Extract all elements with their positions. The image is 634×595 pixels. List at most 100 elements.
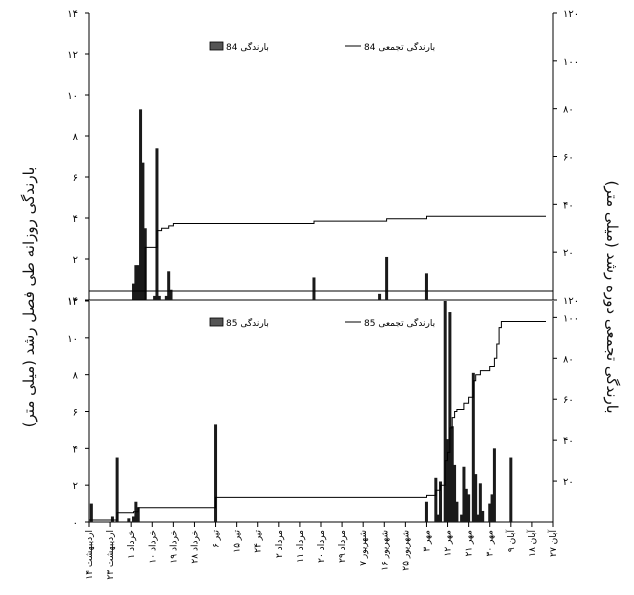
bottom-bar xyxy=(214,424,218,522)
bottom-bar xyxy=(434,477,438,522)
x-tick-label: ۲۰ مرداد xyxy=(317,530,327,563)
top-bar xyxy=(141,162,145,300)
bottom-legend-bar-label: بارندگی 85 xyxy=(226,317,269,329)
x-tick-label: ۱۹ خرداد xyxy=(169,530,179,564)
top-left-tick-label: ۱۴ xyxy=(67,9,78,20)
top-left-tick-label: ۸ xyxy=(73,132,79,143)
x-tick-label: ۶ تیر xyxy=(212,530,222,548)
bottom-bar xyxy=(439,481,443,522)
x-tick-label: ۲ مرداد xyxy=(275,530,285,558)
bottom-bar xyxy=(471,372,475,522)
top-legend-bar-swatch xyxy=(209,41,224,51)
y-axis-right-title: بارندگی تجمعی دوره رشد (میلی متر) xyxy=(603,180,621,414)
bottom-bar xyxy=(436,514,440,522)
bottom-right-tick-label: ۲۰ xyxy=(563,477,574,488)
top-cumulative-line xyxy=(89,215,546,301)
bottom-legend-bar-swatch xyxy=(209,317,224,327)
x-tick-label: ۲۸ خرداد xyxy=(191,530,201,564)
top-bar xyxy=(312,277,316,300)
top-left-tick-label: ۱۰ xyxy=(67,91,78,102)
bottom-left-tick-label: ۱۲ xyxy=(67,297,78,308)
bottom-bar xyxy=(127,518,131,522)
bottom-bar xyxy=(136,507,140,522)
x-tick-label: ۱ خرداد xyxy=(127,530,137,559)
x-tick-label: ۱۴ اردیبهشت xyxy=(85,530,95,580)
top-bar xyxy=(157,295,161,300)
top-right-tick-label: ۴۰ xyxy=(563,200,574,211)
top-right-tick-label: ۱۲۰ xyxy=(563,9,579,20)
top-bar xyxy=(424,273,428,300)
top-right-tick-label: ۱۰۰ xyxy=(563,57,579,68)
x-tick-label: ۳ مهر xyxy=(423,530,433,552)
bottom-bar xyxy=(450,426,454,522)
bottom-left-tick-label: ۶ xyxy=(73,408,78,419)
top-bar xyxy=(385,256,389,300)
bottom-bar xyxy=(424,501,428,522)
x-tick-label: ۱۰ خرداد xyxy=(148,530,158,564)
top-left-tick-label: ۲ xyxy=(73,255,78,266)
top-bar xyxy=(153,295,157,300)
bottom-left-tick-label: ۲ xyxy=(73,481,78,492)
top-bar xyxy=(155,148,159,300)
top-bar xyxy=(167,271,171,300)
top-bar xyxy=(378,293,382,300)
x-tick-label: ۱۱ مرداد xyxy=(296,530,306,563)
top-left-tick-label: ۴ xyxy=(73,214,78,225)
bottom-bar xyxy=(464,488,468,522)
bottom-left-tick-label: ۸ xyxy=(73,371,79,382)
bottom-bar xyxy=(446,439,450,522)
bottom-bar xyxy=(455,501,459,522)
bottom-bar xyxy=(448,312,452,522)
top-bar xyxy=(136,265,140,300)
x-tick-label: ۱۵ تیر xyxy=(233,530,243,553)
bottom-left-tick-label: ۴ xyxy=(73,444,78,455)
bottom-bar xyxy=(89,503,93,522)
bottom-bar xyxy=(460,514,464,522)
y-axis-left-title: بارندگی روزانه طی فصل رشد (میلی متر) xyxy=(20,166,38,428)
x-tick-label: ۷ شهریور xyxy=(359,530,369,566)
top-right-tick-label: ۶۰ xyxy=(563,153,574,164)
bottom-bar xyxy=(481,510,485,522)
bottom-bar xyxy=(462,466,466,522)
top-left-tick-label: ۱۲ xyxy=(67,50,78,61)
bottom-bar xyxy=(443,301,447,522)
bottom-bar xyxy=(453,464,457,522)
bottom-left-tick-label: ۱۰ xyxy=(67,334,78,345)
x-tick-label: ۲۹ مرداد xyxy=(338,530,348,563)
top-legend-line-label: بارندگی تجمعی 84 xyxy=(364,41,435,53)
x-tick-label: ۳۰ مهر xyxy=(486,530,496,557)
bottom-cumulative-line xyxy=(89,321,546,521)
bottom-left-tick-label: ۰ xyxy=(73,518,78,529)
bottom-right-tick-label: ۱۰۰ xyxy=(563,313,579,324)
top-bar xyxy=(164,295,168,300)
bottom-bar xyxy=(474,474,478,522)
bottom-bar xyxy=(478,483,482,522)
top-left-tick-label: ۶ xyxy=(73,173,78,184)
bottom-bar xyxy=(467,494,471,522)
bottom-bar xyxy=(509,457,513,522)
x-tick-label: ۲۳ اردیبهشت xyxy=(106,530,116,580)
top-legend-bar-label: بارندگی 84 xyxy=(226,41,269,53)
bottom-bar xyxy=(490,494,494,522)
bottom-bar xyxy=(132,516,136,522)
top-right-tick-label: ۸۰ xyxy=(563,105,574,116)
top-right-tick-label: ۲۰ xyxy=(563,248,574,259)
bottom-right-tick-label: ۶۰ xyxy=(563,395,574,406)
x-tick-label: ۲۷ آبان xyxy=(547,530,559,557)
x-tick-label: ۲۱ مهر xyxy=(465,530,475,557)
bottom-legend-line-label: بارندگی تجمعی 85 xyxy=(364,317,435,329)
top-bar xyxy=(134,265,138,300)
bottom-bar xyxy=(115,457,119,522)
top-bar xyxy=(132,283,136,300)
x-tick-label: ۹ آبان xyxy=(505,530,517,553)
bottom-bar xyxy=(476,514,480,522)
x-tick-label: ۱۸ آبان xyxy=(526,530,538,557)
x-tick-label: ۱۶ شهریور xyxy=(380,530,390,571)
x-tick-label: ۱۲ مهر xyxy=(444,530,454,557)
bottom-bar xyxy=(488,503,492,522)
top-right-tick-label: ۱۲۰ xyxy=(563,296,579,307)
bottom-right-tick-label: ۸۰ xyxy=(563,354,574,365)
bottom-bar xyxy=(492,448,496,522)
x-tick-label: ۲۴ تیر xyxy=(254,530,264,553)
bottom-bar xyxy=(110,516,114,522)
